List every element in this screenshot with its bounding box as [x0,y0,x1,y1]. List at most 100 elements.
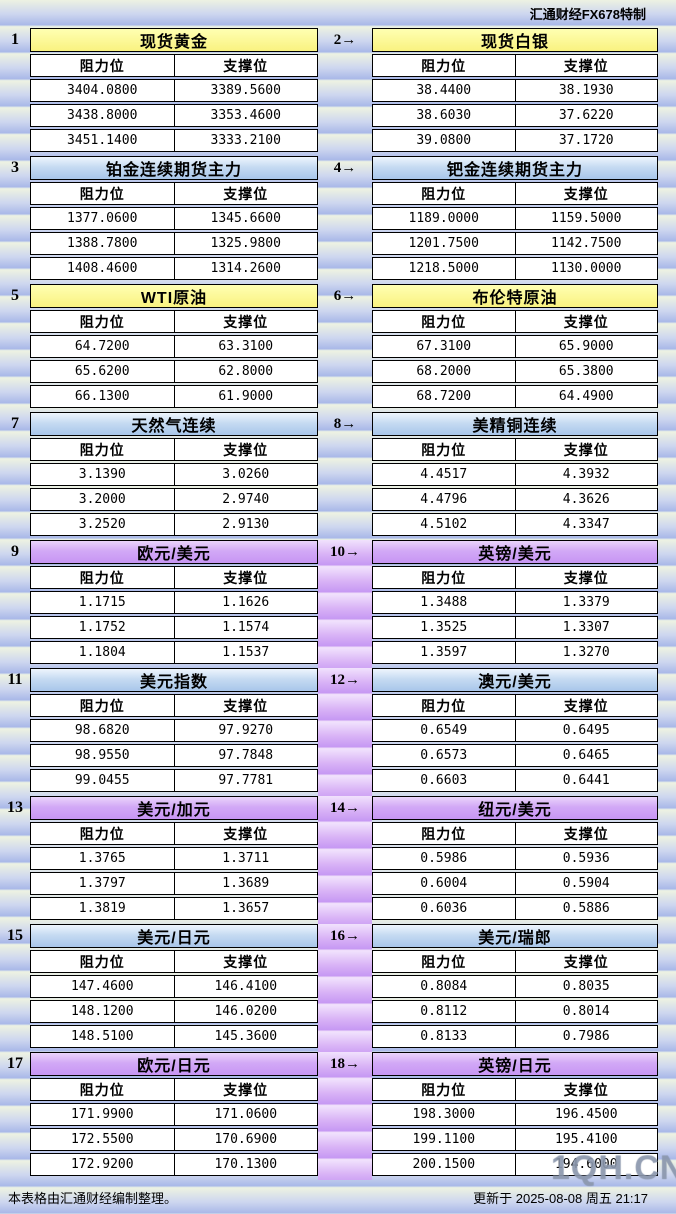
row-number-label: 1 [11,31,19,48]
row-arrow-label: 8→ [333,415,357,432]
support-value: 1345.6600 [173,208,318,229]
update-timestamp: 更新于 2025-08-08 周五 21:17 [473,1191,648,1206]
resistance-header: 阻力位 [421,441,467,458]
resistance-value: 68.7200 [416,389,472,404]
panel: WTI原油 阻力位 支撑位 64.7200 63.3100 65.6200 62.8000 6… [30,284,318,412]
middle-strip: 8→ [318,412,372,540]
right-margin [658,540,676,668]
resistance-header: 阻力位 [79,953,125,970]
support-value: 0.8014 [514,1001,658,1022]
support-header: 支撑位 [173,1079,318,1100]
resistance-value: 1.3525 [420,620,468,635]
resistance-value: 172.5500 [70,1132,134,1147]
support-value: 0.5936 [514,848,658,869]
value-row: 0.6004 0.5904 [372,872,658,895]
panel: 美元/瑞郎 阻力位 支撑位 0.8084 0.8035 0.8112 0.8014 0.813… [372,924,658,1052]
resistance-value: 0.6603 [420,773,468,788]
row-arrow-label: 6→ [333,287,357,304]
header-row: 阻力位 支撑位 [30,1078,318,1101]
support-value: 1.3270 [514,642,658,663]
support-header: 支撑位 [514,183,658,204]
header-row: 阻力位 支撑位 [30,822,318,845]
panel: 钯金连续期货主力 阻力位 支撑位 1189.0000 1159.5000 1201.750… [372,156,658,284]
support-value: 4.3626 [514,489,658,510]
value-row: 38.6030 37.6220 [372,104,658,127]
resistance-value: 1377.0600 [67,211,138,226]
panel: 英镑/日元 阻力位 支撑位 198.3000 196.4500 199.1100 195.4… [372,1052,658,1180]
support-value: 1314.2600 [173,258,318,279]
right-margin [658,924,676,1052]
value-row: 3.1390 3.0260 [30,463,318,486]
support-header: 支撑位 [173,823,318,844]
middle-strip: 14→ [318,796,372,924]
resistance-value: 0.8084 [420,979,468,994]
value-row: 1.1752 1.1574 [30,616,318,639]
support-value: 146.0200 [173,1001,318,1022]
resistance-value: 98.6820 [74,723,130,738]
value-row: 1408.4600 1314.2600 [30,257,318,280]
middle-strip: 18→ [318,1052,372,1180]
support-header: 支撑位 [173,55,318,76]
support-value: 64.4900 [514,386,658,407]
support-header: 支撑位 [514,1079,658,1100]
resistance-value: 1.1804 [78,645,126,660]
panel: 现货白银 阻力位 支撑位 38.4400 38.1930 38.6030 37.6220 39… [372,28,658,156]
panel-title: 美元/瑞郎 [372,924,658,948]
resistance-value: 200.1500 [412,1157,476,1172]
resistance-header: 阻力位 [79,441,125,458]
header-row: 阻力位 支撑位 [372,182,658,205]
resistance-header: 阻力位 [79,313,125,330]
resistance-value: 39.0800 [416,133,472,148]
value-row: 0.8133 0.7986 [372,1025,658,1048]
right-margin [658,668,676,796]
row-number-label: 9 [11,543,19,560]
brand-text: 汇通财经FX678特制 [529,7,646,22]
value-row: 3.2000 2.9740 [30,488,318,511]
value-row: 1.3488 1.3379 [372,591,658,614]
support-value: 97.7848 [173,745,318,766]
header-row: 阻力位 支撑位 [30,310,318,333]
support-header: 支撑位 [514,823,658,844]
support-value: 1.3657 [173,898,318,919]
support-value: 3389.5600 [173,80,318,101]
panel-band: 9 欧元/美元 阻力位 支撑位 1.1715 1.1626 1.1752 1.1574 1.18… [0,540,676,668]
row-number-label: 17 [7,1055,23,1072]
resistance-value: 3438.8000 [67,108,138,123]
resistance-value: 3404.0800 [67,83,138,98]
value-row: 200.1500 194.6000 [372,1153,658,1176]
resistance-value: 147.4600 [70,979,134,994]
value-row: 99.0455 97.7781 [30,769,318,792]
support-value: 97.7781 [173,770,318,791]
support-header: 支撑位 [173,311,318,332]
panels-grid: 1 现货黄金 阻力位 支撑位 3404.0800 3389.5600 3438.8000 33… [0,28,676,1180]
row-arrow-label: 4→ [333,159,357,176]
support-value: 4.3347 [514,514,658,535]
value-row: 64.7200 63.3100 [30,335,318,358]
panel-title: 欧元/日元 [30,1052,318,1076]
resistance-value: 98.9550 [74,748,130,763]
resistance-value: 65.6200 [74,364,130,379]
support-value: 194.6000 [514,1154,658,1175]
support-value: 0.8035 [514,976,658,997]
panel-title: 纽元/美元 [372,796,658,820]
panel-title: 美精铜连续 [372,412,658,436]
resistance-value: 148.5100 [70,1029,134,1044]
support-value: 171.0600 [173,1104,318,1125]
panel-title: 英镑/美元 [372,540,658,564]
value-row: 172.9200 170.1300 [30,1153,318,1176]
panel: 现货黄金 阻力位 支撑位 3404.0800 3389.5600 3438.8000 335… [30,28,318,156]
resistance-header: 阻力位 [421,953,467,970]
value-row: 65.6200 62.8000 [30,360,318,383]
row-number-label: 13 [7,799,23,816]
header-row: 阻力位 支撑位 [30,54,318,77]
resistance-value: 1.3797 [78,876,126,891]
resistance-value: 1.3765 [78,851,126,866]
resistance-value: 3.2000 [78,492,126,507]
header-row: 阻力位 支撑位 [372,438,658,461]
resistance-value: 4.4796 [420,492,468,507]
support-value: 62.8000 [173,361,318,382]
row-number-label: 5 [11,287,19,304]
support-value: 1130.0000 [514,258,658,279]
support-header: 支撑位 [173,439,318,460]
row-arrow-label: 18→ [330,1055,360,1072]
